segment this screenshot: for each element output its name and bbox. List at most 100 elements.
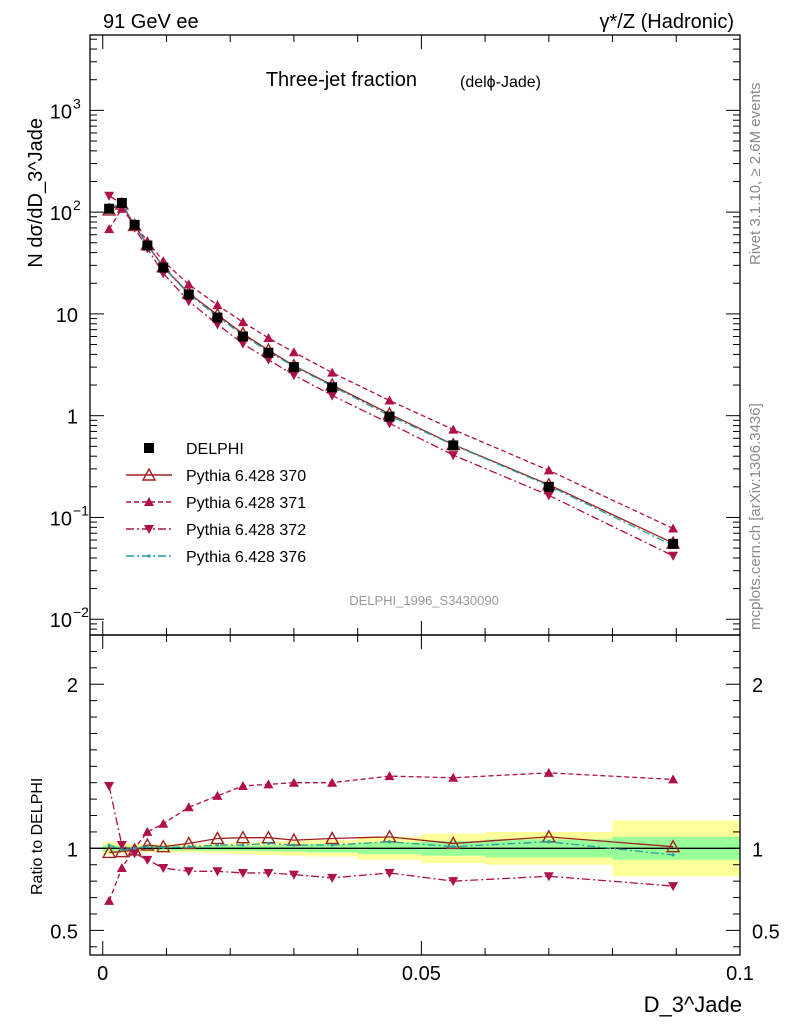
- ratio-ytick-label-right: 1: [752, 839, 763, 861]
- ratio-frame: [89, 634, 741, 956]
- ratio-y-axis-label: Ratio to DELPHI: [29, 778, 46, 895]
- point-s0-1: [114, 844, 130, 858]
- point-s2-8: [263, 332, 274, 342]
- point-s2-7: [237, 317, 248, 327]
- header-left: 91 GeV ee: [103, 11, 199, 33]
- main-frame: [89, 34, 741, 636]
- point-s0-5: [181, 835, 196, 850]
- chart-title: Three-jet fraction: [266, 69, 417, 91]
- point-s1-5: [183, 802, 194, 812]
- point-s2-7: [237, 868, 248, 878]
- x-tick-label: 0.1: [726, 963, 754, 985]
- ratio-ytick-label: 1: [67, 839, 78, 861]
- point-s2-5: [183, 867, 194, 877]
- legend: DELPHI Pythia 6.428 370 Pythia 6.428 371 Py…: [126, 441, 306, 566]
- point-s3-0: [104, 191, 115, 201]
- point-s0-0: [101, 844, 117, 859]
- legend-label-1: Pythia 6.428 370: [186, 468, 306, 485]
- legend-label-0: DELPHI: [186, 441, 244, 458]
- point-s2-6: [212, 867, 223, 877]
- point-s0-11: [384, 411, 395, 422]
- point-s0-10: [327, 382, 338, 393]
- point-s0-6: [212, 312, 223, 323]
- point-s1-9: [288, 777, 299, 787]
- point-s1-13: [543, 767, 554, 777]
- point-s1-3: [142, 826, 153, 836]
- point-s3-7: [241, 843, 245, 847]
- main-ytick-label: 10: [56, 305, 78, 327]
- series-line-3: [108, 195, 674, 557]
- point-s2-9: [288, 347, 299, 357]
- point-s2-10: [327, 367, 338, 377]
- main-ytick-label: 10: [50, 101, 72, 123]
- point-s1-6: [212, 790, 223, 800]
- point-s3-10: [327, 391, 338, 401]
- point-s3-11: [384, 419, 395, 429]
- rivet-label: Rivet 3.1.10, ≥ 2.6M events: [747, 83, 764, 266]
- point-s1-11: [384, 771, 395, 781]
- point-s0-2: [129, 219, 140, 230]
- point-s2-1: [116, 841, 127, 851]
- point-s0-5: [183, 289, 194, 300]
- point-s1-8: [263, 779, 274, 789]
- point-s1-0: [104, 895, 115, 905]
- point-s0-7: [237, 331, 248, 342]
- point-s3-9: [288, 371, 299, 381]
- point-s3-6: [215, 843, 220, 847]
- x-tick-label: 0.05: [402, 963, 441, 985]
- point-s0-14: [668, 538, 679, 549]
- ratio-panel: 0.5 0.5 1 1 2 2 0 0.05 0.1 Ratio to DELPHI: [29, 634, 780, 985]
- point-s3-5: [187, 845, 191, 849]
- legend-label-2: Pythia 6.428 371: [186, 495, 306, 512]
- point-s0-4: [156, 839, 171, 853]
- point-s1-1: [116, 863, 127, 873]
- point-s3-13: [543, 491, 554, 501]
- point-s1-14: [668, 774, 679, 784]
- point-s3-12: [448, 451, 459, 461]
- point-s2-0: [104, 224, 115, 234]
- point-s3-8: [263, 355, 274, 365]
- point-s2-14: [668, 882, 679, 892]
- point-s3-14: [671, 853, 675, 857]
- point-s3-1: [120, 848, 124, 852]
- point-s3-3: [145, 845, 149, 849]
- point-s2-10: [327, 873, 338, 883]
- point-s3-2: [133, 846, 137, 850]
- main-ytick-label: 10: [50, 610, 72, 632]
- point-s3-7: [237, 339, 248, 349]
- legend-marker-3: [144, 525, 154, 534]
- point-s0-14: [665, 839, 681, 853]
- main-ytick-exponent: −1: [73, 502, 89, 518]
- point-s3-9: [292, 843, 296, 847]
- point-s2-5: [183, 279, 194, 289]
- point-s0-8: [263, 347, 274, 358]
- point-s3-0: [107, 843, 111, 847]
- main-ytick-exponent: 2: [73, 197, 81, 213]
- chart-title-suffix: (delϕ-Jade): [460, 74, 541, 91]
- point-s1-10: [327, 777, 338, 787]
- point-s0-12: [446, 835, 461, 850]
- main-ytick-exponent: −2: [73, 604, 89, 620]
- analysis-id: DELPHI_1996_S3430090: [349, 593, 499, 608]
- point-s2-2: [129, 849, 140, 859]
- legend-label-3: Pythia 6.428 372: [186, 522, 306, 539]
- series-line-2: [108, 207, 674, 530]
- main-y-axis-label: N dσ/dD_3^Jade: [25, 118, 47, 268]
- header-right: γ*/Z (Hadronic): [600, 11, 734, 33]
- point-s2-14: [668, 523, 679, 533]
- point-s2-8: [263, 868, 274, 878]
- legend-marker-1: [141, 467, 157, 481]
- point-s0-12: [448, 440, 459, 451]
- point-s3-8: [266, 841, 271, 846]
- point-s0-7: [235, 830, 251, 844]
- point-s2-13: [543, 465, 554, 475]
- point-s0-0: [104, 203, 115, 214]
- point-s1-4: [158, 818, 169, 828]
- point-s3-14: [668, 551, 679, 561]
- point-s2-6: [212, 300, 223, 310]
- point-s0-9: [288, 362, 299, 373]
- point-s2-12: [448, 877, 459, 887]
- mcplots-label: mcplots.cern.ch [arXiv:1306.3436]: [747, 403, 764, 630]
